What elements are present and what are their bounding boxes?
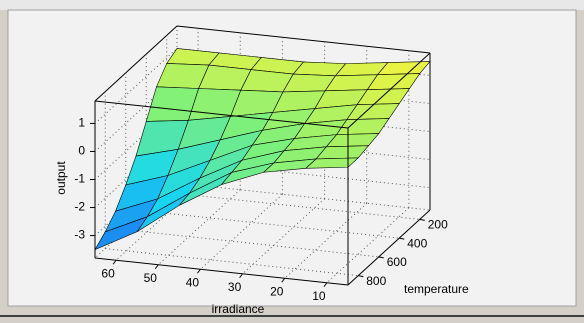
z-tick-label: -2 [74,200,85,214]
x-axis-label: irradiance [212,302,265,316]
z-tick-label: 1 [78,116,85,130]
y-tick [358,275,364,278]
x-tick [281,277,286,283]
grid-line [242,198,325,275]
grid-line [115,184,199,261]
grid-line [200,193,283,270]
x-tick-label: 30 [228,280,242,294]
grid-line [176,132,431,161]
z-tick-label: -1 [74,172,85,186]
grid-line [157,189,241,266]
x-tick-label: 20 [270,284,284,298]
x-tick-label: 40 [186,275,200,289]
x-tick [197,268,201,274]
box-edge [94,25,178,102]
grid-line [176,160,431,189]
x-tick [154,264,159,270]
z-axis-label: output [54,161,68,195]
x-tick [239,273,243,279]
y-axis-label: temperature [404,282,469,296]
y-tick-label: 800 [366,274,386,288]
z-tick-label: 0 [78,144,85,158]
box-edge [347,209,431,286]
box-edge [176,25,431,54]
grid-line [125,229,379,258]
box-edge [94,257,349,286]
y-tick-label: 400 [407,236,427,250]
grid-line [94,48,178,124]
x-tick-label: 60 [101,266,115,280]
grid-line [176,104,431,132]
grid-line [166,191,420,220]
box-edge [176,182,431,211]
grid-line [105,248,359,277]
box-edge [94,100,349,129]
z-tick-label: -3 [74,228,85,242]
grid-line [326,207,410,284]
grid-line [284,202,368,279]
surface-patch [305,157,360,169]
title-strip [0,0,584,10]
y-tick-label: 200 [428,218,448,232]
y-tick [399,237,405,240]
box-edge [94,182,178,259]
x-tick-label: 10 [312,289,326,303]
x-tick [323,282,328,288]
y-tick-label: 600 [387,255,407,269]
grid-line [146,210,400,239]
box-edge [347,52,431,129]
y-tick [419,218,425,221]
y-tick [378,256,384,259]
x-tick-label: 50 [144,271,158,285]
x-tick [112,259,117,265]
